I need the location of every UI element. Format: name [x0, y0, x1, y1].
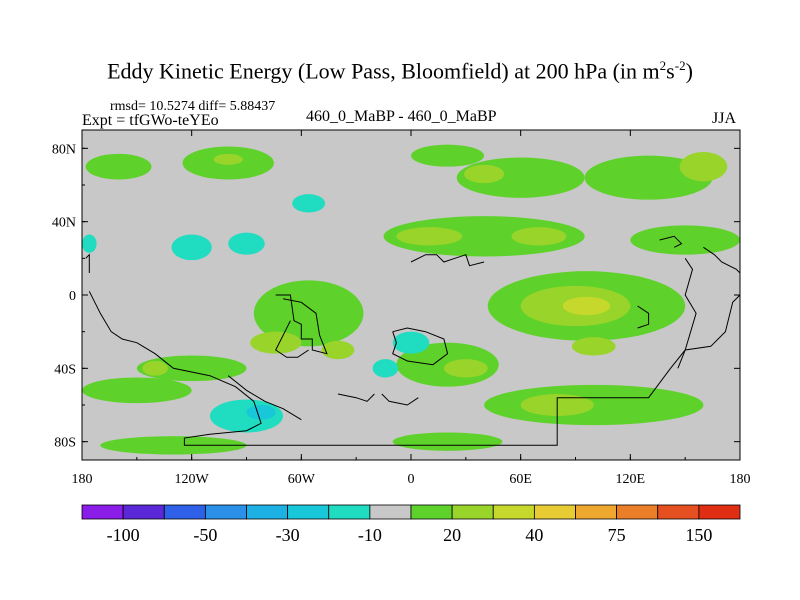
colorbar-label-4: 20: [443, 525, 461, 545]
colorbar-box-15: [698, 504, 741, 520]
colorbar-box-0: [81, 504, 124, 520]
anomaly-region-33: [246, 405, 276, 420]
y-tick-label-1: 40N: [52, 216, 76, 231]
x-tick-label-6: 180: [730, 472, 751, 487]
coastline-9: [659, 235, 683, 248]
anomaly-region-22: [136, 355, 247, 382]
season-label: JJA: [712, 110, 737, 127]
stats-line: rmsd= 10.5274 diff= 5.88437: [110, 99, 276, 114]
colorbar-box-4: [246, 504, 289, 520]
anomaly-region-0: [85, 153, 152, 180]
coastline-5: [410, 254, 485, 267]
x-tick-label-0: 180: [72, 472, 93, 487]
coastline-12: [227, 375, 302, 421]
colorbar-box-2: [163, 504, 206, 520]
colorbar-label-2: -30: [276, 525, 300, 545]
anomaly-region-7: [679, 152, 728, 182]
colorbar-box-8: [410, 504, 453, 520]
anomaly-region-12: [383, 216, 585, 257]
anomaly-region-9: [171, 234, 212, 261]
anomaly-region-26: [443, 359, 488, 378]
anomaly-region-11: [82, 234, 97, 253]
colorbar: -100 -50 -30 -10 20 40 75 150: [81, 504, 741, 545]
difference-label: 460_0_MaBP - 460_0_MaBP: [306, 108, 497, 125]
coastline-11: [677, 258, 697, 369]
anomaly-region-8: [292, 194, 326, 213]
colorbar-label-7: 150: [685, 525, 712, 545]
x-tick-label-5: 120E: [616, 472, 646, 487]
anomaly-region-35: [392, 432, 503, 451]
anomaly-region-24: [82, 377, 192, 404]
coastline-6: [337, 393, 375, 402]
anomaly-region-5: [464, 164, 505, 184]
anomaly-region-21: [321, 340, 355, 360]
anomaly-region-28: [372, 359, 399, 378]
chart-title: Eddy Kinetic Energy (Low Pass, Bloomfiel…: [107, 58, 693, 84]
colorbar-box-5: [287, 504, 330, 520]
anomaly-region-10: [228, 232, 265, 255]
colorbar-label-5: 40: [525, 525, 543, 545]
anomaly-fill-layer: [82, 144, 740, 455]
axis-ticks: 180 120W 60W 0 60E 120E 180 80N 40N 0 40S 80S: [52, 130, 751, 487]
coastline-7: [381, 393, 419, 406]
anomaly-region-19: [253, 280, 364, 347]
x-tick-label-4: 60E: [509, 472, 532, 487]
y-tick-label-3: 40S: [54, 362, 76, 377]
coastline-10: [703, 246, 740, 274]
colorbar-box-3: [204, 504, 247, 520]
coastline-0: [85, 253, 90, 273]
colorbar-box-11: [533, 504, 576, 520]
colorbar-box-13: [616, 504, 659, 520]
anomaly-region-23: [142, 361, 168, 376]
coastline-8: [637, 305, 650, 329]
colorbar-box-14: [657, 504, 700, 520]
colorbar-box-1: [122, 504, 165, 520]
anomaly-region-3: [411, 144, 485, 167]
y-tick-label-4: 80S: [54, 436, 76, 451]
colorbar-box-6: [328, 504, 371, 520]
coastline-layer: [85, 235, 740, 446]
y-tick-label-2: 0: [69, 289, 76, 304]
coastline-2: [275, 294, 328, 355]
colorbar-label-6: 75: [608, 525, 626, 545]
colorbar-box-7: [369, 504, 412, 520]
anomaly-region-14: [511, 227, 567, 246]
x-tick-label-3: 0: [408, 472, 415, 487]
experiment-label: Expt = tfGWo-teYEo: [82, 112, 219, 129]
anomaly-region-27: [392, 331, 430, 354]
x-tick-label-1: 120W: [175, 472, 210, 487]
y-tick-label-0: 80N: [52, 142, 76, 157]
colorbar-box-12: [575, 504, 618, 520]
x-tick-label-2: 60W: [288, 472, 316, 487]
anomaly-region-13: [396, 227, 463, 246]
colorbar-label-0: -100: [107, 525, 140, 545]
coastline-3: [275, 320, 309, 358]
colorbar-label-3: -10: [358, 525, 382, 545]
colorbar-label-1: -50: [193, 525, 217, 545]
anomaly-region-2: [213, 153, 243, 165]
anomaly-region-18: [562, 296, 611, 316]
anomaly-region-15: [630, 225, 740, 255]
anomaly-region-34: [100, 436, 247, 455]
colorbar-box-10: [492, 504, 535, 520]
anomaly-region-29: [571, 337, 616, 356]
coastline-4: [392, 327, 449, 366]
colorbar-box-9: [451, 504, 494, 520]
anomaly-region-20: [250, 331, 302, 354]
